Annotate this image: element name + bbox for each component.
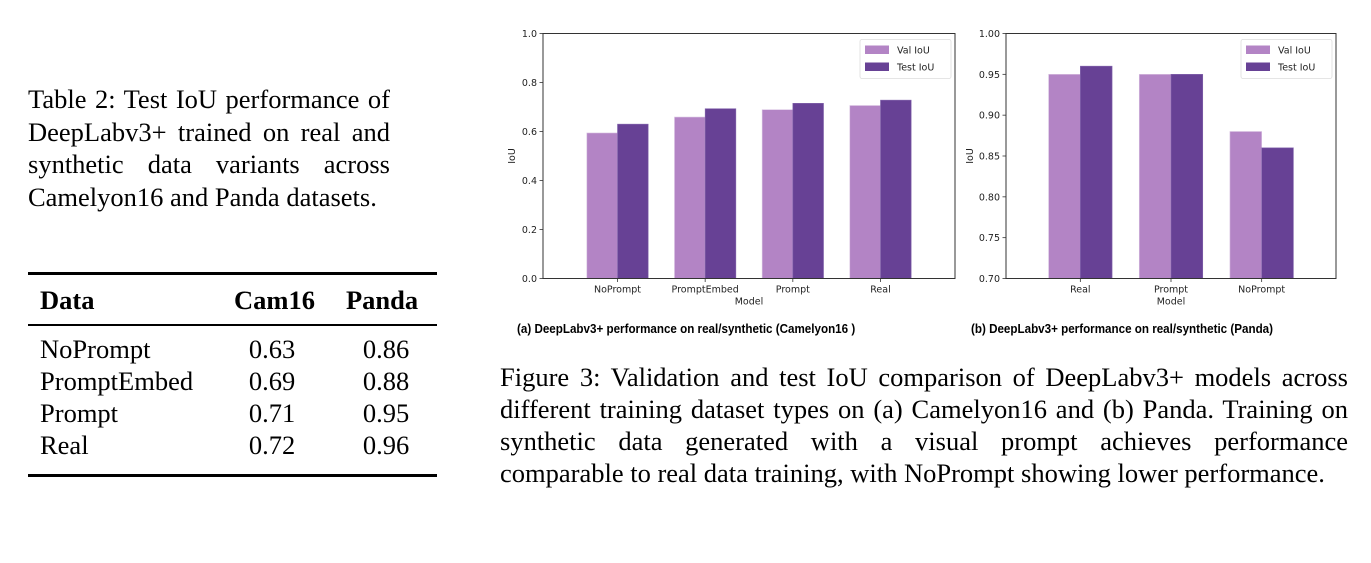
- bar-val-real: [1048, 74, 1081, 279]
- legend-label-val: Val IoU: [897, 46, 930, 57]
- bar-val-prompt: [761, 109, 794, 279]
- table-caption-label: Table 2:: [28, 84, 116, 114]
- bar-val-promptembed: [674, 116, 706, 279]
- chart-panda: 0.70 0.75 0.80 0.85 0.90 0.95 1.00 Real Prompt No…: [965, 29, 1337, 308]
- x-tick-label: Real: [1070, 285, 1090, 296]
- table-top-rule: [28, 272, 437, 275]
- table-caption-text: Test IoU performance of DeepLabv3+ train…: [28, 84, 390, 212]
- legend-label-test: Test IoU: [1277, 63, 1315, 74]
- subfigure-caption-b: (b) DeepLabv3+ performance on real/synth…: [971, 322, 1274, 336]
- y-tick-label: 0.0: [522, 274, 537, 285]
- table-cell-cam16: 0.69: [248, 366, 296, 396]
- y-tick-label: 0.70: [979, 274, 1000, 285]
- x-tick-label: Prompt: [776, 285, 810, 296]
- y-axis-label: IoU: [507, 148, 518, 164]
- table-header-data: Data: [40, 285, 95, 315]
- y-tick-label: 1.00: [979, 29, 1000, 40]
- table-header-rule: [28, 324, 437, 326]
- x-axis-label: Model: [735, 297, 764, 308]
- table-cell-panda: 0.88: [362, 366, 410, 396]
- y-tick-label: 0.85: [979, 152, 1000, 163]
- bar-test-promptembed: [704, 108, 737, 279]
- bar-test-noprompt: [1261, 147, 1294, 279]
- legend: Val IoU Test IoU: [1240, 39, 1333, 79]
- y-tick-label: 0.95: [979, 70, 1000, 81]
- table-cell-data: PromptEmbed: [40, 366, 194, 396]
- bar-val-noprompt: [586, 132, 618, 279]
- y-axis-label: IoU: [965, 148, 976, 164]
- table-cell-data: NoPrompt: [40, 334, 151, 364]
- bar-test-real: [880, 99, 912, 279]
- legend-swatch-test: [1246, 62, 1270, 71]
- x-tick-label: Prompt: [1154, 285, 1188, 296]
- table-cell-data: Real: [40, 430, 89, 460]
- y-tick-label: 0.6: [522, 127, 537, 138]
- x-axis-label: Model: [1157, 297, 1186, 308]
- table-header-cam16: Cam16: [234, 285, 315, 315]
- table-cell-panda: 0.96: [362, 430, 410, 460]
- legend-swatch-val: [1246, 45, 1270, 54]
- table-cell-cam16: 0.71: [248, 398, 296, 428]
- bar-test-prompt: [792, 103, 824, 279]
- table-header-panda: Panda: [346, 285, 419, 315]
- legend: Val IoU Test IoU: [859, 39, 952, 79]
- plot-frame: [542, 33, 956, 279]
- bar-val-prompt: [1138, 74, 1172, 279]
- bar-test-real: [1080, 65, 1113, 279]
- x-tick-label: Real: [870, 285, 890, 296]
- bar-test-noprompt: [617, 123, 649, 279]
- x-tick-label: NoPrompt: [594, 285, 641, 296]
- legend-swatch-test: [865, 62, 889, 71]
- x-tick-label: NoPrompt: [1238, 285, 1285, 296]
- bar-val-real: [849, 105, 881, 279]
- table-cell-panda: 0.95: [362, 398, 410, 428]
- chart-camelyon16: 0.0 0.2 0.4 0.6 0.8 1.0 NoPrompt PromptEmbed Pro…: [507, 29, 956, 308]
- y-tick-label: 0.75: [979, 233, 1000, 244]
- y-tick-label: 0.4: [522, 176, 537, 187]
- table-cell-cam16: 0.72: [248, 430, 296, 460]
- x-tick-label: PromptEmbed: [672, 285, 739, 296]
- table-cell-data: Prompt: [40, 398, 119, 428]
- table-cell-panda: 0.86: [362, 334, 410, 364]
- legend-label-test: Test IoU: [896, 63, 934, 74]
- bar-val-noprompt: [1229, 131, 1262, 279]
- table-cell-cam16: 0.63: [248, 334, 296, 364]
- y-tick-label: 1.0: [522, 29, 537, 40]
- y-tick-label: 0.8: [522, 78, 537, 89]
- figure-caption-text: Validation and test IoU comparison of De…: [500, 362, 1348, 488]
- subfigure-caption-a: (a) DeepLabv3+ performance on real/synth…: [517, 322, 856, 336]
- legend-swatch-val: [865, 45, 889, 54]
- figure-caption: Figure 3: Validation and test IoU compar…: [500, 361, 1348, 489]
- y-tick-label: 0.2: [522, 225, 537, 236]
- legend-label-val: Val IoU: [1278, 46, 1311, 57]
- y-tick-label: 0.90: [979, 111, 1000, 122]
- table-bottom-rule: [28, 474, 437, 477]
- figure-caption-label: Figure 3:: [500, 362, 601, 392]
- bar-test-prompt: [1170, 74, 1204, 279]
- table-caption: Table 2: Test IoU performance of DeepLab…: [28, 83, 390, 213]
- y-tick-label: 0.80: [979, 192, 1000, 203]
